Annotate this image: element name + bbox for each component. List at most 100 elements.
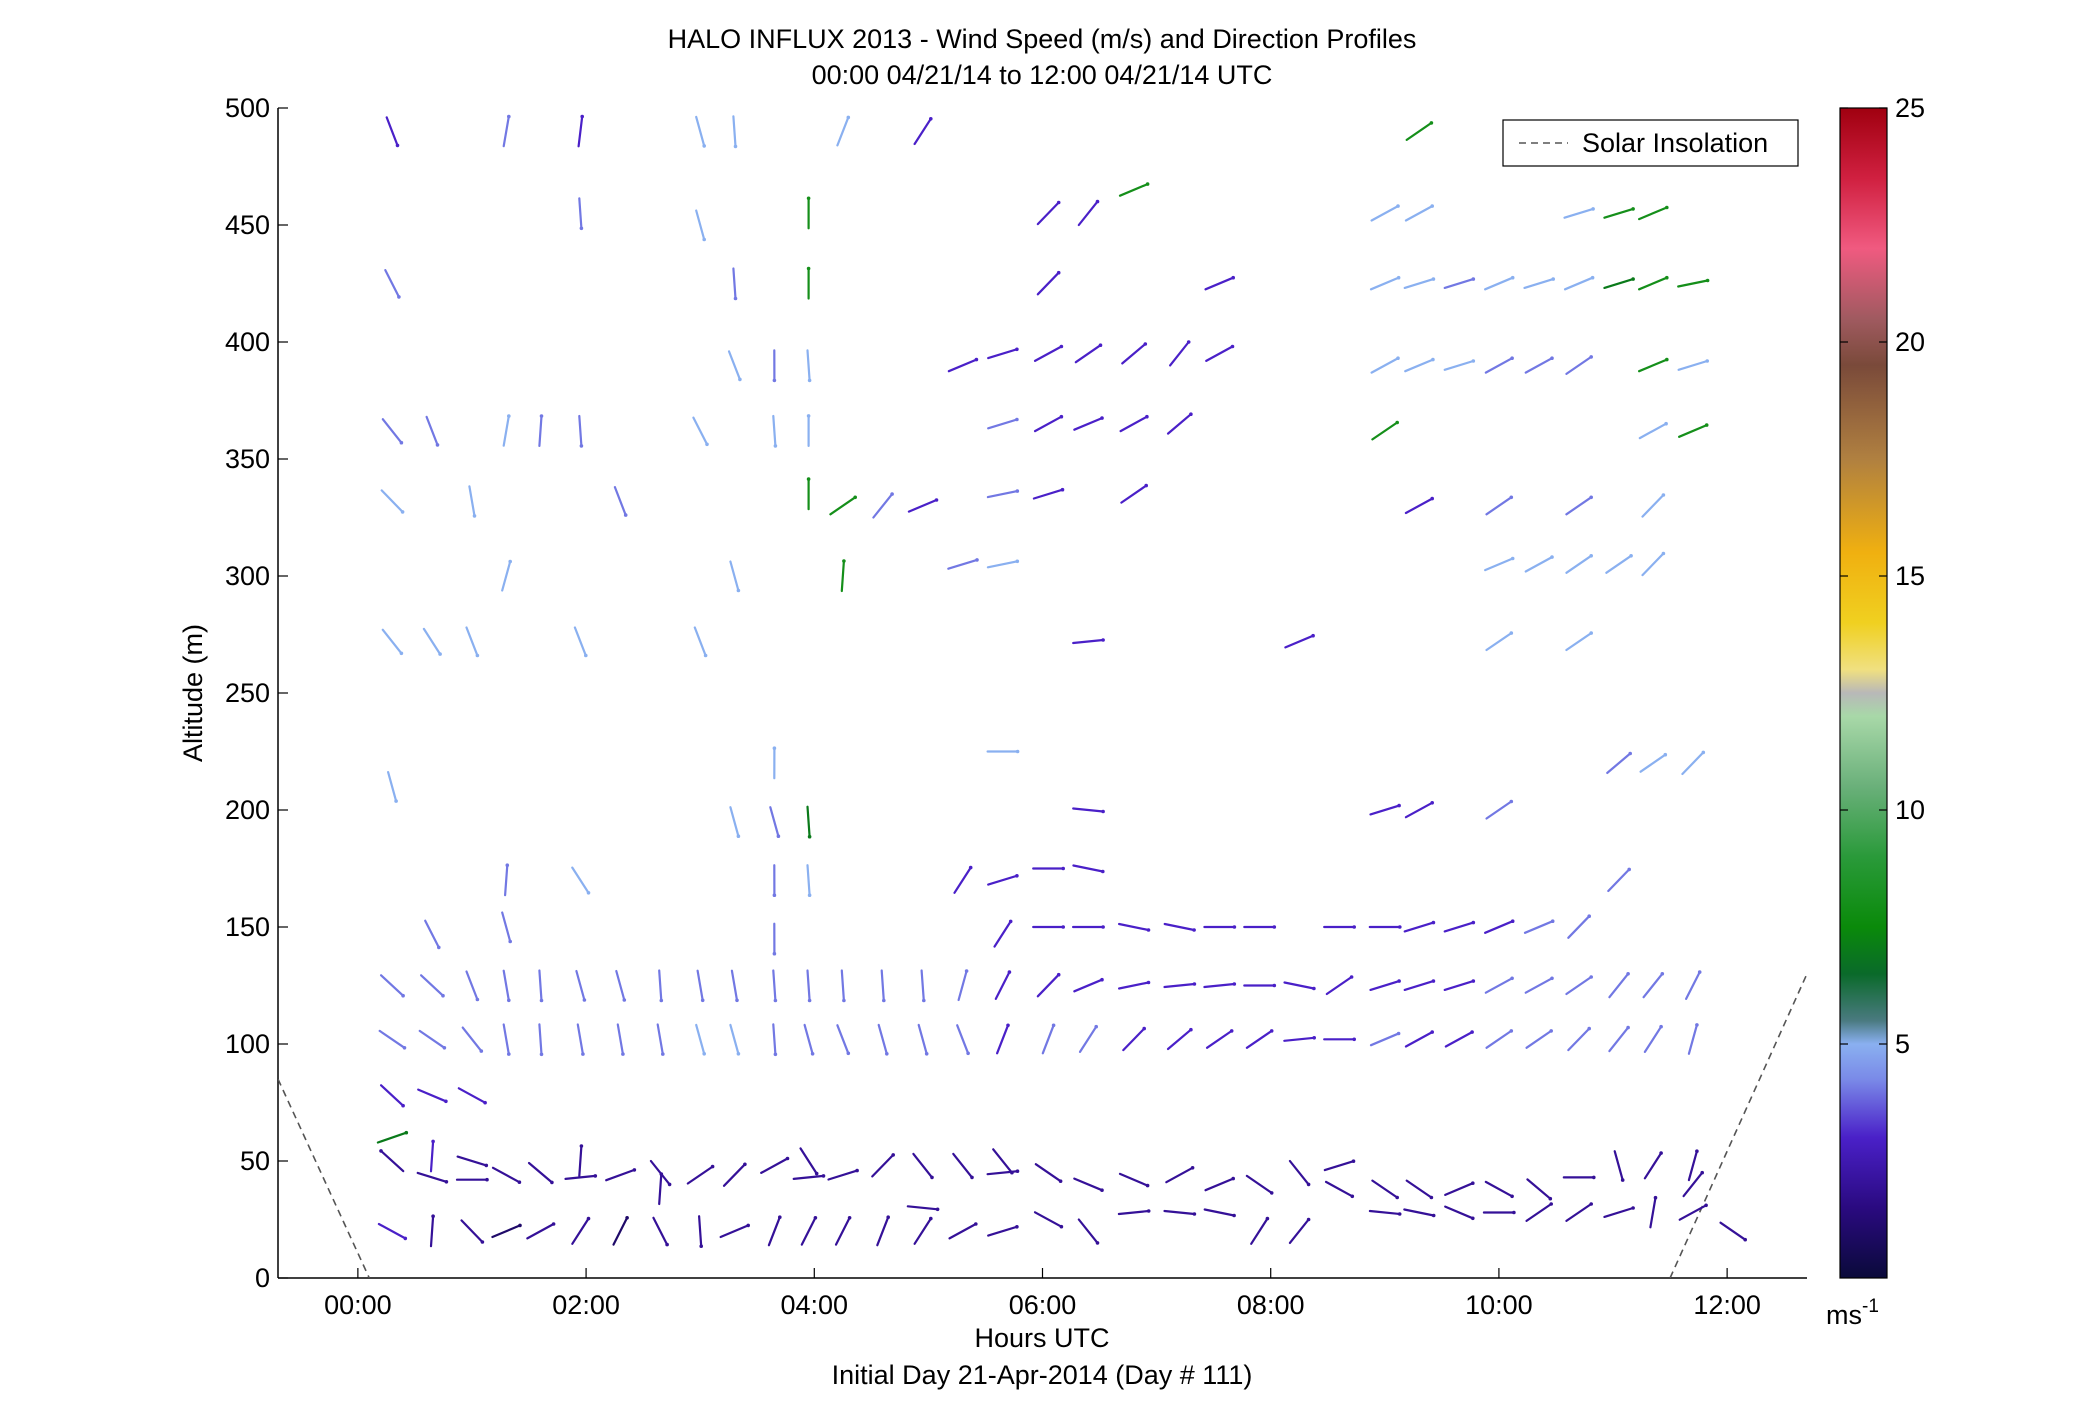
wind-barb-head-10-1 — [785, 1156, 790, 1161]
wind-barb-head-25-2 — [1396, 1031, 1401, 1036]
wind-barb-33-0 — [1678, 1204, 1708, 1221]
wind-barb-head-30-9 — [1590, 275, 1595, 280]
wind-barb-12-6 — [836, 116, 850, 147]
wind-barb-22-2 — [1245, 1029, 1273, 1049]
wind-barb-head-33-2 — [1695, 1149, 1699, 1153]
wind-barb-head-31-7 — [1631, 277, 1635, 281]
wind-barb-head-0-11 — [395, 143, 400, 148]
wind-barb-21-6 — [1204, 276, 1235, 291]
wind-barb-17-7 — [1033, 415, 1063, 433]
wind-barb-head-16-0 — [1015, 1225, 1019, 1229]
wind-barb-head-12-0 — [847, 1216, 852, 1220]
wind-barb-6-1 — [605, 1168, 636, 1182]
wind-barb-14-6 — [913, 117, 932, 146]
wind-barb-head-22-1 — [1269, 1191, 1274, 1195]
wind-barb-head-9-8 — [733, 144, 738, 149]
legend-box — [1502, 119, 1799, 167]
wind-barb-32-1 — [1643, 1151, 1663, 1180]
wind-barb-13-0 — [876, 1216, 890, 1247]
wind-barb-head-8-5 — [705, 442, 709, 447]
wind-barb-3-5 — [504, 864, 509, 897]
wind-barb-head-13-0 — [886, 1215, 890, 1219]
wind-barb-0-7 — [381, 628, 403, 655]
wind-barb-33-3 — [1687, 1023, 1699, 1055]
plot-area — [278, 108, 1807, 1278]
wind-barb-3-4 — [501, 911, 512, 943]
wind-barb-head-18-1 — [1100, 1188, 1104, 1192]
wind-barb-12-4 — [840, 559, 846, 593]
wind-barb-head-2-6 — [472, 514, 477, 518]
wind-barb-head-5-7 — [579, 444, 584, 448]
wind-barb-head-18-6 — [1101, 809, 1105, 814]
wind-barb-15-4 — [953, 866, 972, 894]
x-axis-ticks: 00:00 02:00 04:00 06:00 08:00 10:00 12:00 — [324, 1268, 1761, 1320]
wind-barb-head-10-3 — [773, 998, 778, 1003]
wind-barb-11-9 — [806, 349, 811, 382]
wind-barb-head-20-2 — [1189, 1027, 1193, 1032]
wind-barb-head-18-5 — [1101, 869, 1105, 874]
wind-barb-16-2 — [992, 1148, 1014, 1174]
wind-barb-head-26-2 — [1430, 1030, 1434, 1034]
wind-barb-16-8 — [986, 560, 1019, 569]
wind-barb-head-11-4 — [807, 998, 812, 1003]
wind-barb-head-6-4 — [623, 513, 628, 517]
wind-barb-19-1 — [1118, 1172, 1149, 1187]
wind-barb-13-2 — [877, 1023, 888, 1055]
wind-barb-head-30-2 — [1587, 1026, 1591, 1031]
wind-barb-head-17-10 — [1056, 200, 1061, 205]
wind-barb-5-7 — [578, 414, 583, 447]
wind-barb-31-0 — [1603, 1206, 1635, 1219]
wind-barb-head-31-2 — [1626, 1025, 1630, 1030]
wind-barb-12-1 — [827, 1169, 859, 1181]
wind-barb-head-29-3 — [1550, 976, 1554, 981]
wind-barb-head-2-4 — [479, 1049, 484, 1053]
wind-barb-head-19-2 — [1142, 1026, 1146, 1031]
wind-barb-14-3 — [917, 1023, 928, 1055]
wind-barb-head-28-5 — [1509, 799, 1514, 804]
wind-barb-33-6 — [1677, 424, 1708, 438]
x-tick-label-2: 04:00 — [781, 1290, 849, 1320]
wind-barb-head-1-0 — [431, 1214, 435, 1218]
wind-barb-head-8-3 — [700, 998, 705, 1003]
wind-barb-28-7 — [1483, 557, 1514, 572]
wind-barb-head-30-4 — [1587, 914, 1591, 918]
wind-barb-32-7 — [1638, 422, 1668, 440]
wind-barb-head-31-4 — [1627, 867, 1631, 872]
wind-barb-head-27-4 — [1471, 920, 1476, 925]
wind-barb-16-9 — [986, 490, 1019, 499]
y-axis-label: Altitude (m) — [178, 624, 208, 762]
wind-barb-head-19-1 — [1145, 1183, 1150, 1188]
wind-barb-head-19-5 — [1144, 483, 1148, 488]
wind-barb-27-3 — [1443, 979, 1475, 992]
wind-barb-head-9-6 — [738, 377, 742, 382]
wind-barb-head-3-6 — [508, 559, 512, 564]
wind-barb-head-29-4 — [1550, 919, 1555, 923]
wind-barb-33-8 — [1677, 279, 1709, 288]
wind-barb-26-9 — [1403, 278, 1435, 289]
wind-barb-17-6 — [1032, 488, 1064, 500]
wind-barb-head-17-4 — [1061, 925, 1065, 929]
wind-barb-20-3 — [1163, 982, 1196, 989]
wind-barb-16-0 — [987, 1225, 1019, 1237]
wind-barb-head-25-3 — [1397, 979, 1401, 983]
wind-barb-12-0 — [834, 1216, 851, 1246]
wind-barb-1-3 — [417, 1088, 447, 1103]
wind-barb-head-29-7 — [1551, 277, 1555, 281]
wind-barb-head-30-7 — [1589, 495, 1593, 500]
wind-barb-head-26-10 — [1429, 121, 1434, 125]
colorbar-tick-label-4: 25 — [1895, 93, 1925, 123]
wind-barb-head-33-8 — [1705, 278, 1710, 283]
wind-barb-31-3 — [1608, 972, 1630, 999]
wind-barb-head-1-5 — [441, 993, 445, 998]
wind-barb-30-7 — [1565, 496, 1593, 516]
wind-barb-head-28-0 — [1512, 1210, 1516, 1215]
wind-barb-head-22-0 — [1265, 1216, 1270, 1221]
wind-barb-25-2 — [1369, 1032, 1400, 1047]
wind-barb-head-26-6 — [1430, 496, 1434, 501]
wind-barb-head-11-11 — [806, 196, 811, 201]
wind-barb-9-7 — [732, 267, 737, 300]
wind-barb-15-2 — [956, 1024, 970, 1055]
wind-barb-30-8 — [1565, 355, 1593, 375]
wind-barb-head-11-7 — [806, 477, 811, 481]
wind-barb-31-6 — [1605, 554, 1633, 574]
